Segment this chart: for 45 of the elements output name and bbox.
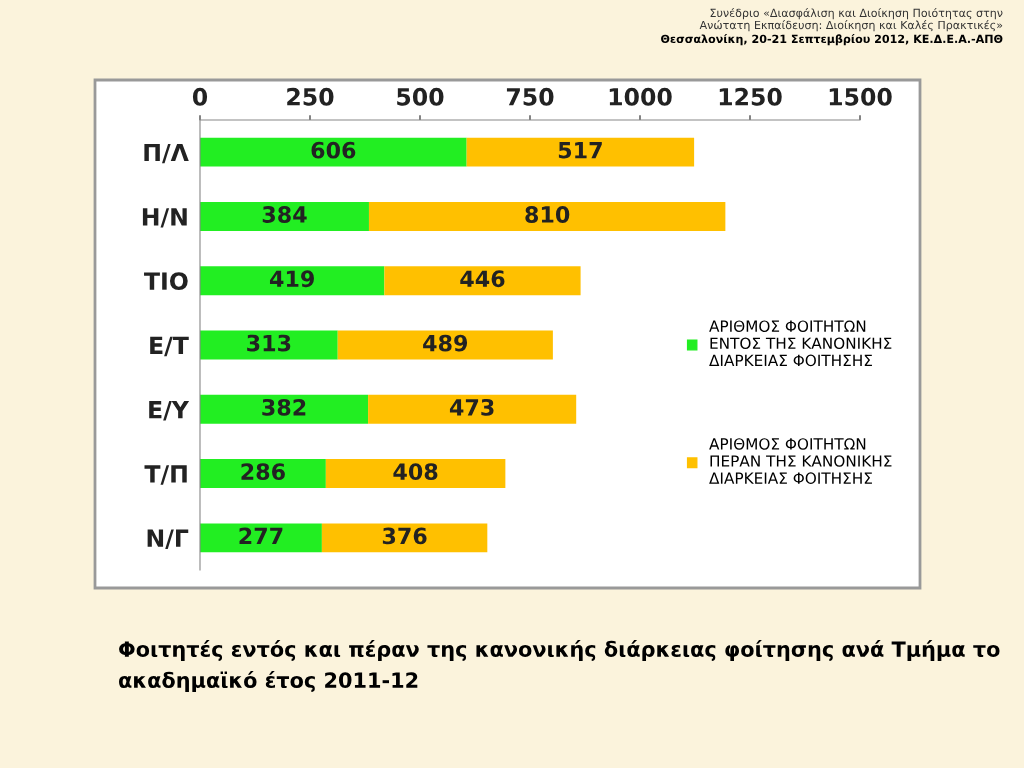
data-label: 473 — [449, 398, 494, 416]
data-label: 489 — [423, 334, 468, 352]
text: Θεσσαλονίκη, 20-21 Σεπτεμβρίου 2012, ΚΕ.Δ.Ε.Α.-ΑΠΘ — [661, 34, 1003, 46]
x-tick-label: 1250 — [719, 87, 782, 106]
bar — [337, 330, 553, 360]
data-label: 286 — [241, 463, 285, 481]
bar — [200, 394, 369, 424]
bar — [368, 394, 577, 424]
bar — [200, 523, 322, 553]
bar — [200, 266, 385, 296]
bar — [384, 266, 581, 296]
y-tick-label: Π/Λ — [144, 143, 189, 164]
y-tick-label: ΤΙΟ — [144, 272, 188, 291]
bar — [325, 459, 506, 489]
data-label: 606 — [311, 141, 356, 159]
data-label: 419 — [269, 270, 314, 288]
data-label: 408 — [393, 463, 438, 481]
bar — [321, 523, 488, 553]
data-label: 517 — [558, 142, 602, 159]
data-label: 446 — [460, 270, 505, 288]
x-tick-label: 750 — [506, 87, 554, 106]
x-tick-label: 500 — [397, 87, 444, 106]
text: Συνέδριο «Διασφάλιση και Διοίκηση Ποιότητας στην Ανώτατη Εκπαίδευση: Διοίκηση και Καλές Πρακτικές» — [699, 8, 1003, 32]
data-label: 810 — [525, 206, 570, 223]
bar — [200, 201, 369, 231]
y-tick-label: Ε/Τ — [150, 336, 189, 357]
x-tick-label: 1000 — [609, 87, 672, 106]
data-label: 382 — [262, 398, 306, 416]
x-tick-label: 250 — [287, 87, 334, 106]
y-tick-label: Ν/Γ — [147, 529, 189, 550]
data-label: 277 — [239, 527, 283, 544]
y-tick-label: Η/Ν — [142, 208, 187, 228]
y-tick-label: Τ/Π — [144, 465, 187, 485]
y-tick-label: Ε/Υ — [149, 401, 190, 421]
bar — [466, 137, 695, 167]
text: Φοιτητές εντός και πέραν της κανονικής διάρκειας φοίτησης ανά Τμήμα το ακαδημαϊκό έτος 2011-12 — [119, 640, 1000, 693]
data-label: 384 — [262, 206, 307, 223]
bar — [200, 137, 467, 167]
legend-label: ΑΡΙΘΜΟΣ ΦΟΙΤΗΤΩΝ ΕΝΤΟΣ ΤΗΣ ΚΑΝΟΝΙΚΗΣ ΔΙΑΡΚΕΙΑΣ ΦΟΙΤΗΣΗΣ — [709, 320, 892, 367]
x-tick-label: 1500 — [829, 87, 892, 106]
bar — [368, 201, 726, 231]
data-label: 313 — [247, 334, 291, 352]
data-label: 376 — [382, 527, 427, 545]
x-tick-label: 0 — [192, 87, 208, 106]
legend-label: ΑΡΙΘΜΟΣ ΦΟΙΤΗΤΩΝ ΠΕΡΑΝ ΤΗΣ ΚΑΝΟΝΙΚΗΣ ΔΙΑΡΚΕΙΑΣ ΦΟΙΤΗΣΗΣ — [709, 438, 892, 484]
